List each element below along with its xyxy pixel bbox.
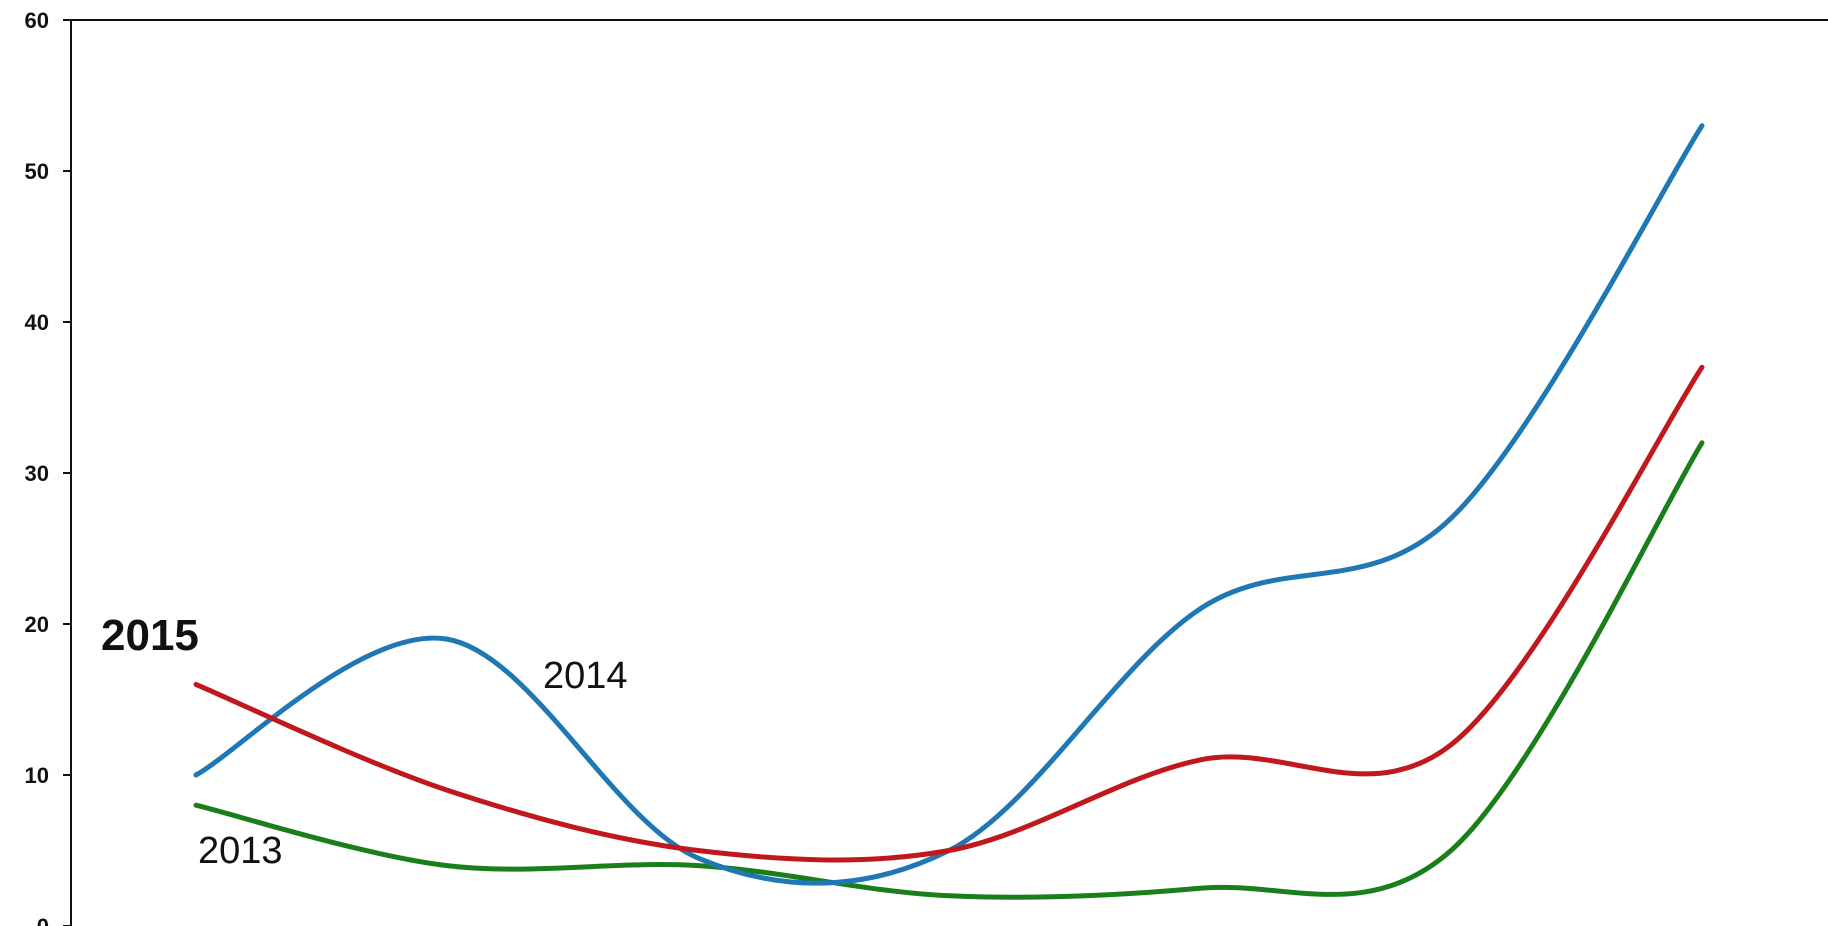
series-annotations: 2013 2014 2015 xyxy=(101,611,628,872)
axes: 0 10 20 30 40 50 60 xyxy=(25,8,1828,926)
series-lines xyxy=(193,123,1705,900)
y-tick-label: 60 xyxy=(25,8,49,33)
y-tick-label: 0 xyxy=(37,914,49,926)
y-tick-label: 20 xyxy=(25,612,49,637)
series-line-2014 xyxy=(193,123,1705,886)
series-label-2013: 2013 xyxy=(198,830,283,872)
series-label-2015: 2015 xyxy=(101,611,199,660)
y-tick-label: 50 xyxy=(25,159,49,184)
y-tick-label: 40 xyxy=(25,310,49,335)
plot-frame xyxy=(70,19,1828,926)
series-label-2014: 2014 xyxy=(543,655,628,697)
series-line-2013 xyxy=(193,440,1705,900)
y-tick-label: 30 xyxy=(25,461,49,486)
series-line-2015 xyxy=(193,364,1705,863)
y-tick-label: 10 xyxy=(25,763,49,788)
